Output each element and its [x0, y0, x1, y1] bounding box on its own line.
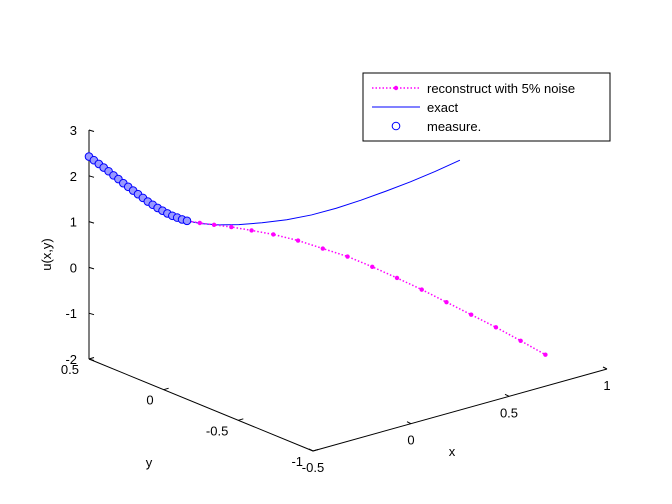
series-reconstruct-point: [271, 232, 276, 237]
z-tick-mark: [88, 175, 95, 178]
y-tick-label: -1: [291, 454, 303, 469]
y-axis-line: [88, 358, 314, 452]
z-tick-label: 1: [70, 215, 77, 230]
legend: reconstruct with 5% noise exact measure.: [362, 72, 611, 142]
z-tick-mark: [88, 312, 95, 316]
series-reconstruct-point: [249, 228, 254, 233]
x-tick-label: 0: [407, 433, 414, 448]
z-tick-mark: [88, 129, 95, 132]
y-tick-label: 0.5: [61, 362, 79, 377]
x-tick-mark: [602, 366, 608, 370]
y-tick-mark: [312, 449, 319, 452]
series-reconstruct-point: [211, 222, 217, 228]
series-reconstruct-point: [518, 338, 523, 343]
z-tick-mark: [88, 266, 95, 270]
z-tick-label: 2: [70, 169, 77, 184]
legend-label: measure.: [427, 119, 481, 134]
series-reconstruct-line: [88, 155, 546, 356]
series-reconstruct-point: [444, 299, 449, 305]
y-tick-mark: [238, 418, 244, 421]
series-measure-marker: [182, 216, 192, 226]
legend-label: exact: [427, 100, 458, 115]
x-axis-line: [312, 368, 608, 452]
series-reconstruct-point: [197, 220, 202, 226]
series-reconstruct-point: [229, 224, 234, 230]
x-tick-mark: [504, 393, 510, 397]
y-tick-label: -0.5: [206, 423, 228, 438]
series-reconstruct-point: [370, 264, 375, 269]
series-reconstruct-point: [320, 246, 325, 251]
series-reconstruct-point: [394, 275, 400, 281]
x-tick-label: -0.5: [302, 460, 324, 475]
series-reconstruct-point: [543, 352, 548, 357]
z-tick-mark: [88, 221, 95, 224]
z-tick-label: 0: [70, 260, 77, 275]
y-axis-label: y: [146, 455, 153, 470]
series-reconstruct-point: [345, 254, 350, 259]
x-tick-mark: [308, 448, 314, 452]
series-reconstruct-point: [469, 312, 474, 317]
x-tick-label: 1: [603, 378, 610, 393]
x-tick-label: 0.5: [500, 405, 518, 420]
z-tick-mark: [88, 358, 95, 361]
x-tick-mark: [406, 421, 412, 425]
z-tick-label: -1: [65, 306, 77, 321]
z-tick-label: 3: [70, 123, 77, 138]
plot-area: [84, 152, 548, 357]
y-tick-label: 0: [146, 393, 153, 408]
x-axis-label: x: [449, 444, 456, 459]
series-reconstruct-point: [419, 287, 424, 292]
legend-label: reconstruct with 5% noise: [427, 81, 575, 96]
z-axis-label: u(x,y): [39, 238, 54, 271]
y-tick-mark: [163, 387, 169, 391]
series-reconstruct-point: [493, 325, 499, 330]
series-exact-line: [88, 156, 461, 226]
legend-measure-symbol: [391, 121, 401, 131]
z-tick-label: -2: [65, 352, 77, 367]
series-reconstruct-point: [295, 238, 301, 243]
legend-reconstruct-point: [393, 85, 399, 91]
